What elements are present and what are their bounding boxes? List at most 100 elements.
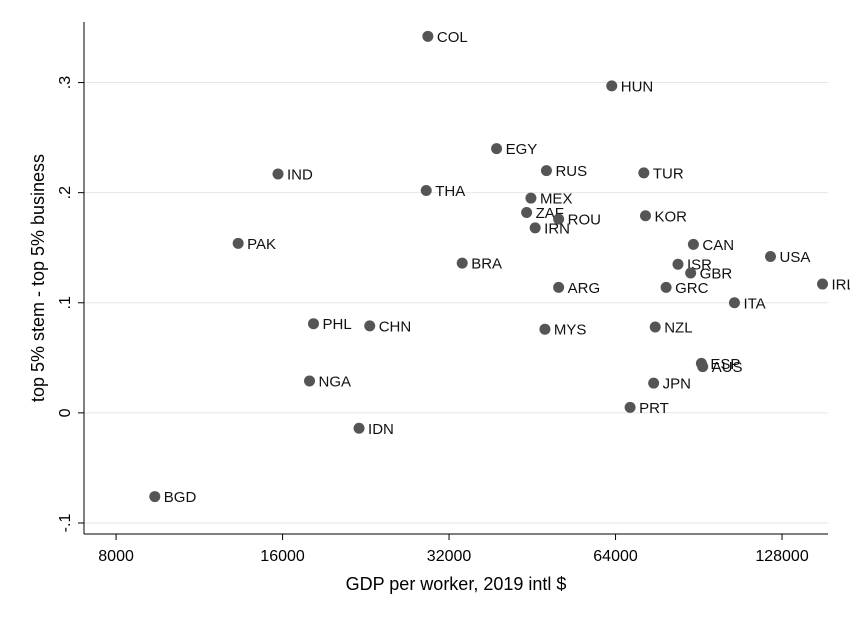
point-marker — [491, 143, 503, 155]
data-point-usa: USA — [764, 249, 810, 266]
point-marker — [422, 30, 434, 42]
point-label: ESP — [710, 356, 740, 373]
point-label: NGA — [319, 373, 352, 390]
x-tick-label: 32000 — [427, 548, 472, 565]
point-marker — [672, 258, 684, 270]
point-label: MYS — [554, 322, 587, 339]
data-point-phl: PHL — [308, 316, 352, 333]
data-point-ind: IND — [272, 166, 313, 183]
data-point-rus: RUS — [540, 163, 587, 180]
point-label: IRL — [832, 277, 850, 294]
data-point-bgd: BGD — [149, 489, 196, 506]
data-point-chn: CHN — [364, 318, 411, 335]
point-marker — [364, 320, 376, 332]
data-point-jpn: JPN — [648, 376, 691, 393]
point-marker — [525, 192, 537, 204]
axes — [83, 22, 828, 535]
point-marker — [149, 491, 161, 503]
y-tick-label: .1 — [57, 296, 74, 309]
data-point-egy: EGY — [491, 141, 537, 158]
data-point-col: COL — [422, 29, 468, 46]
point-marker — [639, 210, 651, 222]
data-point-rou: ROU — [553, 212, 601, 229]
point-label: NZL — [664, 319, 692, 336]
point-marker — [817, 278, 829, 290]
point-marker — [638, 167, 650, 179]
point-marker — [456, 257, 468, 269]
point-label: JPN — [663, 376, 691, 393]
point-label: COL — [437, 29, 468, 46]
point-marker — [553, 281, 565, 293]
x-axis-ticks: 8000 16000 32000 64000 128000 — [98, 534, 809, 565]
point-marker — [539, 323, 551, 335]
data-point-mys: MYS — [539, 322, 586, 339]
point-marker — [687, 238, 699, 250]
data-point-can: CAN — [687, 237, 734, 254]
data-point-pak: PAK — [232, 236, 276, 253]
y-tick-label: .2 — [57, 186, 74, 199]
point-marker — [728, 297, 740, 309]
point-marker — [649, 321, 661, 333]
point-label: GRC — [675, 280, 709, 297]
point-label: BGD — [164, 489, 197, 506]
point-marker — [553, 213, 565, 225]
point-marker — [272, 168, 284, 180]
point-marker — [764, 251, 776, 263]
point-label: KOR — [654, 208, 687, 225]
data-point-irn: IRN — [529, 220, 570, 237]
point-label: THA — [435, 183, 465, 200]
point-label: AUS — [712, 359, 743, 376]
data-point-idn: IDN — [353, 421, 394, 438]
plot-area — [84, 22, 828, 534]
point-marker — [232, 237, 244, 249]
point-marker — [685, 267, 697, 279]
data-point-prt: PRT — [624, 400, 669, 417]
data-point-ita: ITA — [728, 295, 766, 312]
x-tick-label: 16000 — [260, 548, 305, 565]
data-point-bra: BRA — [456, 256, 502, 273]
y-tick-label: .3 — [57, 76, 74, 89]
gridlines — [84, 82, 828, 524]
x-tick-label: 64000 — [593, 548, 638, 565]
data-point-irl: IRL — [817, 277, 850, 294]
point-label: BRA — [471, 256, 502, 273]
x-tick-label: 128000 — [755, 548, 808, 565]
point-label: CAN — [702, 237, 734, 254]
data-point-kor: KOR — [639, 208, 687, 225]
point-marker — [697, 361, 709, 373]
point-label: ARG — [568, 280, 601, 297]
point-marker — [304, 375, 316, 387]
point-label: ITA — [743, 295, 765, 312]
data-point-hun: HUN — [606, 78, 653, 95]
point-label: PHL — [323, 316, 352, 333]
point-marker — [529, 222, 541, 234]
point-label: CHN — [379, 318, 412, 335]
point-label: USA — [779, 249, 810, 266]
data-point-tur: TUR — [638, 165, 684, 182]
data-point-nzl: NZL — [649, 319, 693, 336]
point-marker — [308, 318, 320, 330]
point-label: HUN — [621, 78, 654, 95]
point-label: GBR — [700, 266, 733, 283]
point-label: PAK — [247, 236, 276, 253]
point-label: IND — [287, 166, 313, 183]
y-axis-ticks: -.1 0 .1 .2 .3 — [57, 76, 84, 532]
point-marker — [540, 165, 552, 177]
y-axis-title: top 5% stem - top 5% business — [28, 154, 48, 402]
point-label: IDN — [368, 421, 394, 438]
point-marker — [624, 401, 636, 413]
y-tick-label: 0 — [57, 408, 74, 417]
data-point-arg: ARG — [553, 280, 600, 297]
point-label: RUS — [555, 163, 587, 180]
data-point-mex: MEX — [525, 191, 572, 208]
x-axis-title: GDP per worker, 2019 intl $ — [346, 574, 567, 594]
x-tick-label: 8000 — [98, 548, 134, 565]
point-label: IRN — [544, 220, 570, 237]
data-point-grc: GRC — [660, 280, 709, 297]
point-label: ROU — [568, 212, 601, 229]
point-marker — [420, 184, 432, 196]
point-marker — [353, 422, 365, 434]
point-marker — [606, 80, 618, 92]
